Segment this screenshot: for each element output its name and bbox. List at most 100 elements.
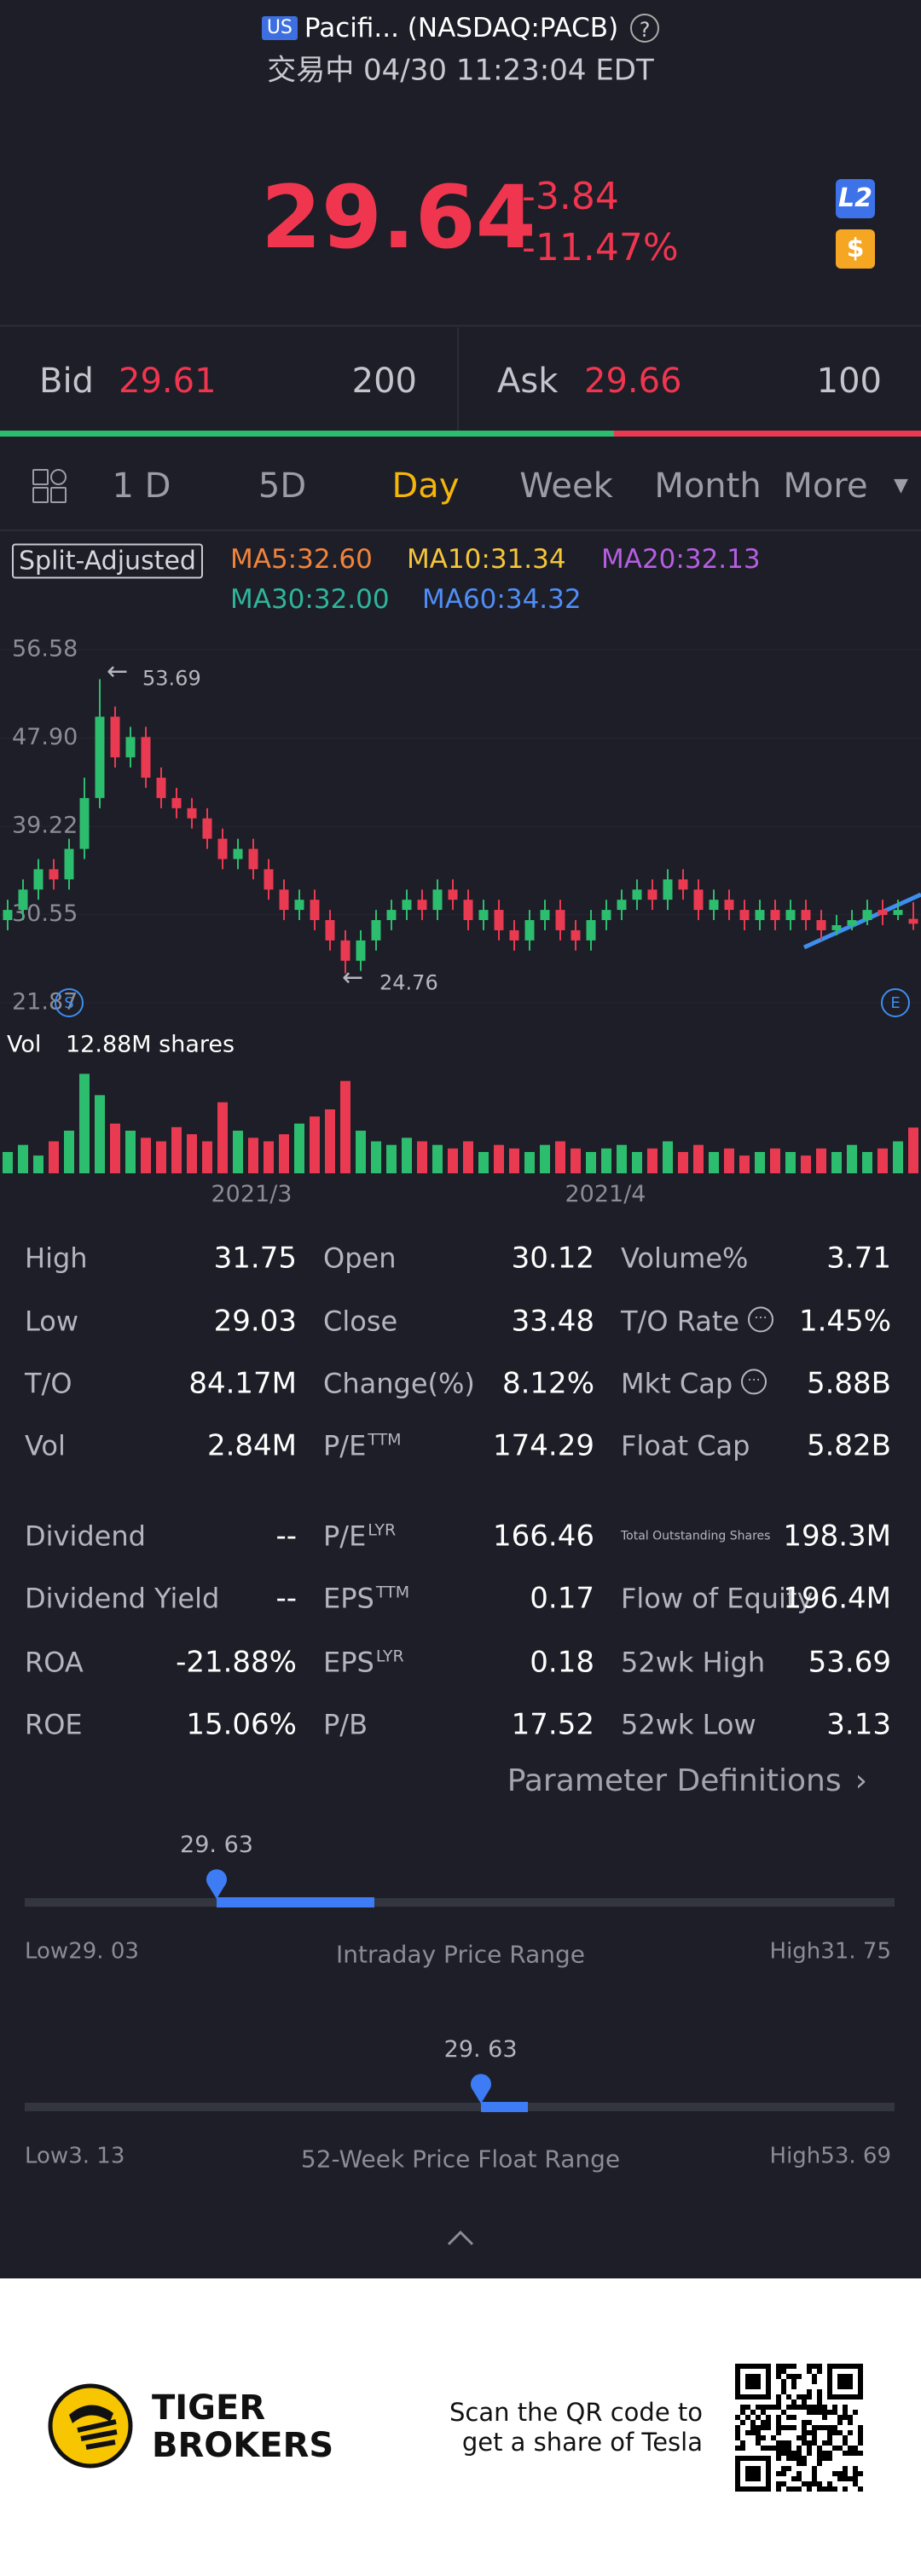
stat-label: 52wk Low <box>621 1710 756 1740</box>
brand-name-2: BROKERS <box>152 2426 334 2465</box>
qr-module <box>817 2456 822 2461</box>
qr-module <box>832 2405 837 2410</box>
candle-body <box>248 848 258 870</box>
stat-label-text: Dividend <box>25 1520 146 1553</box>
qr-finder-core <box>837 2374 853 2389</box>
qr-module <box>817 2394 822 2399</box>
qr-module <box>791 2415 796 2420</box>
qr-module <box>807 2420 812 2425</box>
range-title: 52-Week Price Float Range <box>300 2145 621 2174</box>
qr-module <box>766 2405 771 2410</box>
candle-body <box>264 869 274 890</box>
qr-module <box>853 2451 858 2456</box>
stat-value: 196.4M <box>783 1581 891 1616</box>
candle-body <box>801 910 811 921</box>
ma-label: MA60:34.32 <box>422 583 582 615</box>
stat-label: ROA <box>25 1647 84 1677</box>
candle-body <box>908 918 918 924</box>
help-icon[interactable]: ? <box>630 14 660 43</box>
y-tick-label: 21.87 <box>12 989 78 1016</box>
qr-module <box>802 2430 807 2435</box>
candle-body <box>356 940 366 961</box>
currency-badge[interactable]: $ <box>836 229 875 269</box>
info-icon[interactable]: ··· <box>741 1369 768 1395</box>
qr-module <box>786 2466 791 2471</box>
period-tab[interactable]: 5D <box>258 466 307 506</box>
qr-module <box>812 2435 817 2440</box>
qr-module <box>756 2415 761 2420</box>
stat-value: 5.88B <box>806 1366 891 1401</box>
qr-module <box>786 2451 791 2456</box>
candle-body <box>647 889 657 900</box>
stat-value: 53.69 <box>808 1645 891 1680</box>
candle-body <box>141 737 151 779</box>
candle-body <box>202 818 212 839</box>
period-tab[interactable]: Week <box>519 466 613 506</box>
definitions-link[interactable]: Parameter Definitions › <box>507 1763 867 1799</box>
chart-layout-icon[interactable] <box>32 469 67 503</box>
qr-module <box>853 2466 858 2471</box>
period-tab[interactable]: Day <box>391 466 460 506</box>
volume-bar <box>831 1152 842 1173</box>
qr-module <box>791 2476 796 2481</box>
qr-module <box>786 2440 791 2446</box>
stat-label-text: P/E <box>323 1520 367 1553</box>
level2-badge[interactable]: L2 <box>836 179 875 218</box>
qr-module <box>786 2456 791 2461</box>
qr-module <box>807 2481 812 2486</box>
qr-module <box>817 2481 822 2486</box>
stat-label: Close <box>323 1306 397 1336</box>
qr-module <box>740 2446 745 2451</box>
candle-body <box>862 910 872 921</box>
qr-module <box>837 2446 843 2451</box>
candle-body <box>217 838 228 860</box>
qr-module <box>822 2410 827 2415</box>
qr-module <box>791 2486 796 2492</box>
qr-module <box>761 2420 766 2425</box>
divider <box>0 325 921 327</box>
stat-label-sup: LYR <box>375 1647 404 1666</box>
stat-value: 30.12 <box>511 1241 594 1276</box>
ask-size: 100 <box>816 362 882 401</box>
qr-module <box>843 2440 848 2446</box>
range-marker-text: E <box>890 994 900 1012</box>
candle-body <box>463 900 473 921</box>
qr-module <box>817 2369 822 2374</box>
qr-module <box>807 2440 812 2446</box>
period-tab[interactable]: More <box>783 466 868 506</box>
market-badge: US <box>261 15 298 41</box>
qr-module <box>858 2435 863 2440</box>
stat-label-text: P/B <box>323 1708 368 1741</box>
candle-body <box>432 889 443 911</box>
qr-module <box>812 2481 817 2486</box>
qr-module <box>812 2466 817 2471</box>
candle-body <box>601 910 611 921</box>
qr-module <box>796 2405 802 2410</box>
adjust-mode[interactable]: Split-Adjusted <box>12 543 203 579</box>
period-tab[interactable]: 1 D <box>112 466 171 506</box>
qr-module <box>766 2446 771 2451</box>
collapse-chevron[interactable] <box>443 2227 478 2248</box>
candle-body <box>571 929 581 941</box>
qr-module <box>735 2446 740 2451</box>
qr-module <box>781 2364 786 2369</box>
qr-module <box>812 2471 817 2476</box>
qr-module <box>812 2405 817 2410</box>
stat-label: ROE <box>25 1710 83 1740</box>
qr-finder-core <box>745 2466 761 2481</box>
stat-value: 31.75 <box>213 1241 297 1276</box>
info-icon[interactable]: ··· <box>748 1306 774 1333</box>
range-track <box>25 2103 895 2111</box>
candle-body <box>310 900 320 921</box>
qr-module <box>766 2425 771 2430</box>
volume-bar <box>125 1131 136 1173</box>
qr-module <box>837 2415 843 2420</box>
brand-logo <box>48 2383 133 2469</box>
qr-module <box>802 2420 807 2425</box>
qr-module <box>827 2481 832 2486</box>
qr-module <box>827 2440 832 2446</box>
stat-label: EPS TTM <box>323 1583 409 1613</box>
qr-module <box>853 2471 858 2476</box>
period-tab[interactable]: Month <box>654 466 762 506</box>
stat-label: Low <box>25 1306 78 1336</box>
